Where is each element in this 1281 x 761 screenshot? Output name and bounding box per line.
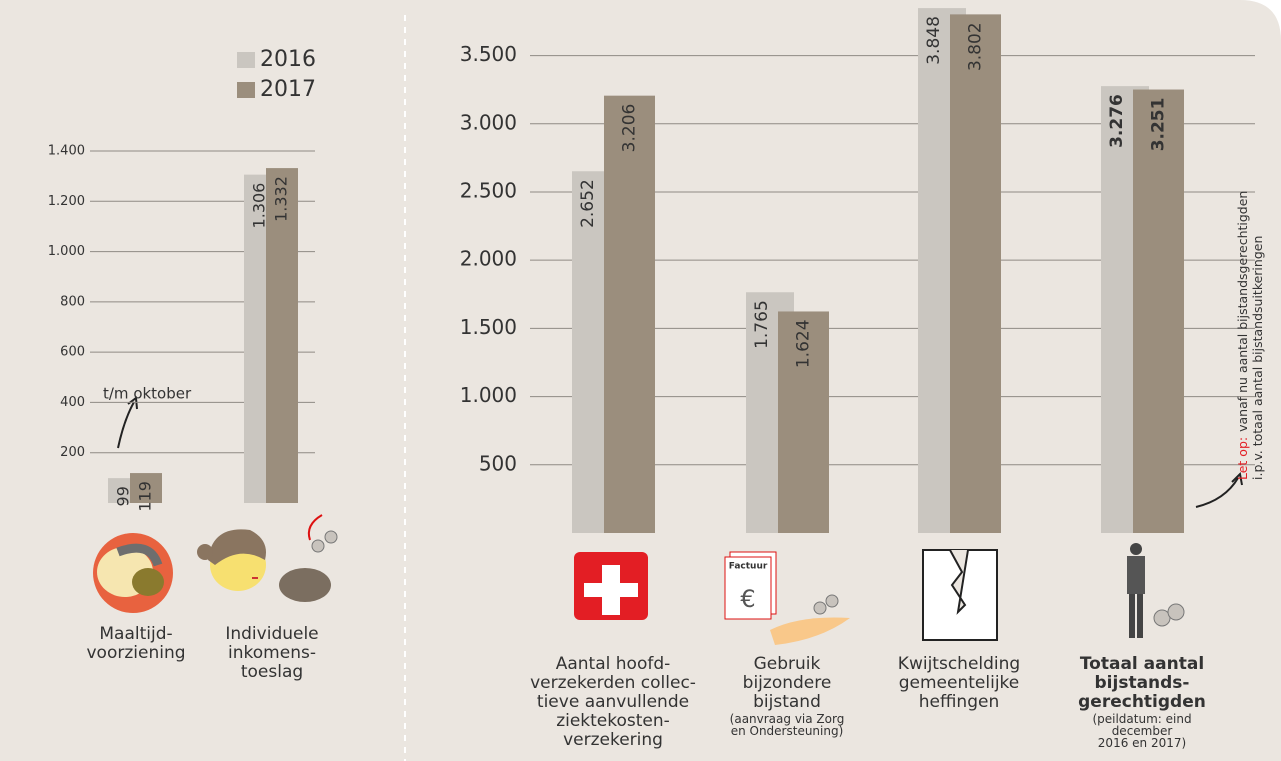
note-prefix: Let op: [1235, 437, 1250, 480]
value-label: 2.652 [578, 179, 598, 228]
legend-label: 2016 [260, 47, 316, 72]
value-label: 1.332 [272, 176, 291, 222]
y-tick-label: 1.200 [48, 194, 85, 209]
annotation: t/m oktober [103, 385, 192, 403]
y-tick-label: 1.400 [48, 144, 85, 159]
category-note: (peildatum: eind december 2016 en 2017) [1092, 712, 1192, 750]
value-label: 3.251 [1149, 98, 1169, 152]
value-label: 3.276 [1107, 94, 1127, 148]
icons: Factuur € [93, 514, 1185, 645]
note-text: vanaf nu aantal bijstandsgerechtigden [1235, 191, 1250, 432]
legend-label: 2017 [260, 77, 316, 102]
y-tick-label: 500 [479, 451, 517, 475]
value-label: 3.206 [620, 104, 640, 153]
y-tick-label: 400 [60, 395, 85, 410]
category-label: Kwijtschelding gemeentelijke heffingen [897, 654, 1021, 712]
value-label: 1.306 [250, 183, 269, 229]
value-label: 1.765 [752, 300, 772, 349]
y-tick-label: 200 [60, 445, 85, 460]
note: i.p.v. totaal aantal bijstandsuitkeringe… [1250, 236, 1265, 480]
category-label: Gebruik bijzondere bijstand [742, 654, 832, 712]
y-tick-label: 2.500 [460, 178, 517, 202]
value-label: 3.802 [966, 22, 986, 71]
bar [604, 95, 655, 534]
svg-text:€: € [740, 585, 755, 613]
note-arrow [1195, 477, 1239, 508]
category-note: (aanvraag via Zorg en Ondersteuning) [729, 712, 845, 738]
category-label: Aantal hoofd- verzekerden collec- tieve … [530, 654, 696, 750]
y-tick-label: 600 [60, 345, 85, 360]
annotation-arrow [117, 401, 135, 449]
note-text: i.p.v. totaal aantal bijstandsuitkeringe… [1250, 236, 1265, 480]
note: Let op: vanaf nu aantal bijstandsgerechti… [1235, 191, 1250, 480]
note-arrow-head [1231, 471, 1243, 486]
y-tick-label: 1.000 [460, 383, 517, 407]
bar [950, 14, 1001, 533]
y-tick-label: 1.500 [460, 315, 517, 339]
y-tick-label: 1.000 [48, 244, 85, 259]
legend-swatch [237, 52, 255, 68]
legend-swatch [237, 82, 255, 98]
bar [1133, 89, 1184, 533]
svg-text:Factuur: Factuur [729, 562, 768, 572]
category-label: Totaal aantal bijstands- gerechtigden [1078, 654, 1206, 712]
bar [266, 168, 298, 503]
bar [130, 473, 162, 503]
y-tick-label: 3.500 [460, 42, 517, 66]
category-label: Individuele inkomens- toeslag [225, 624, 319, 682]
y-tick-label: 2.000 [460, 247, 517, 271]
category-label: Maaltijd- voorziening [86, 624, 186, 663]
value-label: 99 [114, 486, 133, 506]
value-label: 119 [136, 481, 155, 512]
y-tick-label: 800 [60, 294, 85, 309]
value-label: 1.624 [794, 319, 814, 368]
value-label: 3.848 [924, 16, 944, 65]
y-tick-label: 3.000 [460, 110, 517, 134]
bar [778, 311, 829, 533]
